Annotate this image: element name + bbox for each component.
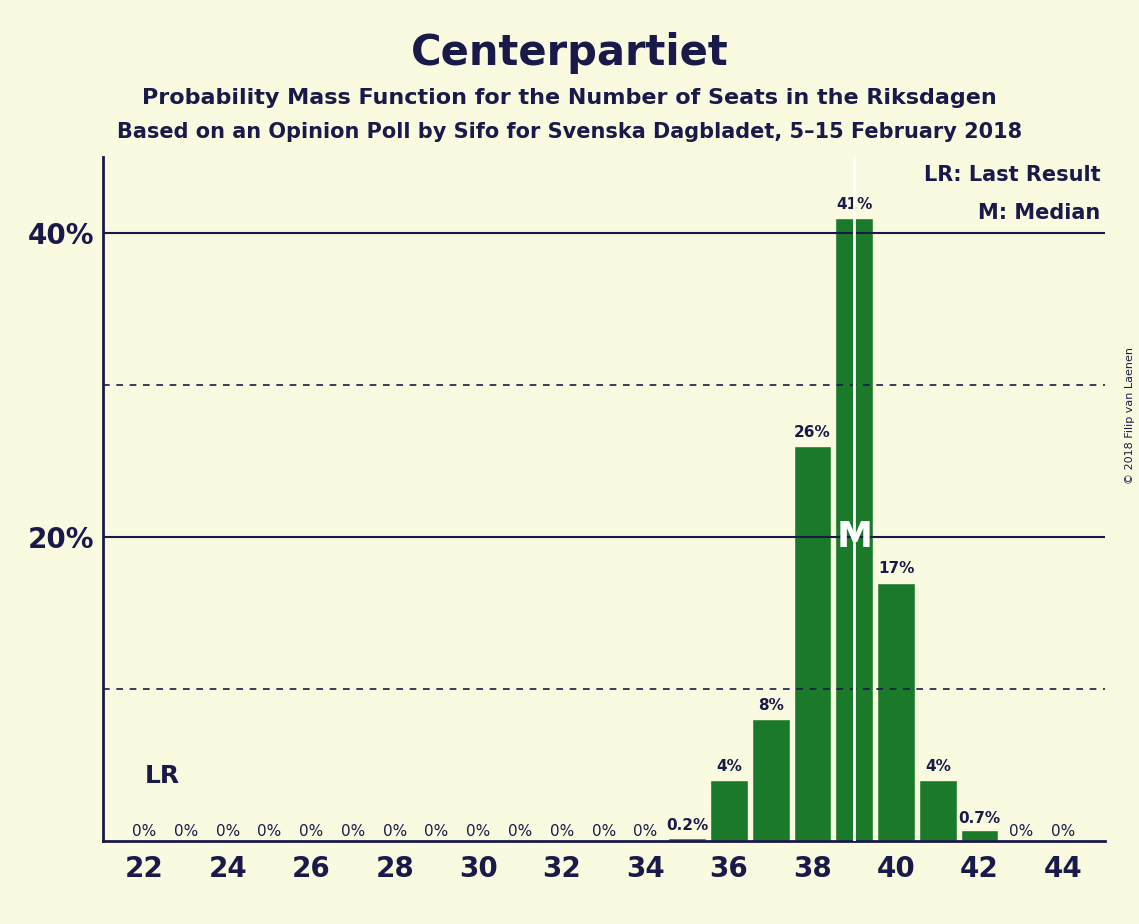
Text: 0%: 0% — [508, 823, 532, 839]
Text: 26%: 26% — [794, 425, 830, 440]
Text: © 2018 Filip van Laenen: © 2018 Filip van Laenen — [1125, 347, 1134, 484]
Text: 4%: 4% — [925, 759, 951, 774]
Bar — [835, 218, 872, 841]
Text: Centerpartiet: Centerpartiet — [411, 32, 728, 74]
Text: 0%: 0% — [383, 823, 407, 839]
Text: 0%: 0% — [550, 823, 574, 839]
Text: 0%: 0% — [257, 823, 281, 839]
Text: 0%: 0% — [341, 823, 366, 839]
Text: 0%: 0% — [174, 823, 198, 839]
Text: 0%: 0% — [300, 823, 323, 839]
Text: LR: LR — [145, 763, 180, 787]
Text: 0%: 0% — [466, 823, 491, 839]
Bar — [919, 780, 957, 841]
Text: 0%: 0% — [132, 823, 156, 839]
Bar — [710, 780, 747, 841]
Bar — [669, 838, 706, 841]
Text: M: Median: M: Median — [978, 202, 1100, 223]
Bar — [960, 830, 998, 841]
Text: LR: Last Result: LR: Last Result — [924, 164, 1100, 185]
Text: 0%: 0% — [425, 823, 449, 839]
Text: 17%: 17% — [878, 562, 915, 577]
Text: 0%: 0% — [633, 823, 657, 839]
Text: 8%: 8% — [757, 699, 784, 713]
Text: M: M — [836, 520, 872, 554]
Text: 0.7%: 0.7% — [959, 810, 1000, 826]
Text: Based on an Opinion Poll by Sifo for Svenska Dagbladet, 5–15 February 2018: Based on an Opinion Poll by Sifo for Sve… — [117, 122, 1022, 142]
Bar — [877, 582, 915, 841]
Text: 0.2%: 0.2% — [666, 819, 708, 833]
Text: 4%: 4% — [716, 759, 741, 774]
Text: 0%: 0% — [1009, 823, 1033, 839]
Text: Probability Mass Function for the Number of Seats in the Riksdagen: Probability Mass Function for the Number… — [142, 88, 997, 108]
Text: 0%: 0% — [591, 823, 616, 839]
Text: 0%: 0% — [1051, 823, 1075, 839]
Text: 0%: 0% — [215, 823, 240, 839]
Bar — [794, 445, 831, 841]
Bar — [752, 719, 789, 841]
Text: 41%: 41% — [836, 197, 872, 212]
